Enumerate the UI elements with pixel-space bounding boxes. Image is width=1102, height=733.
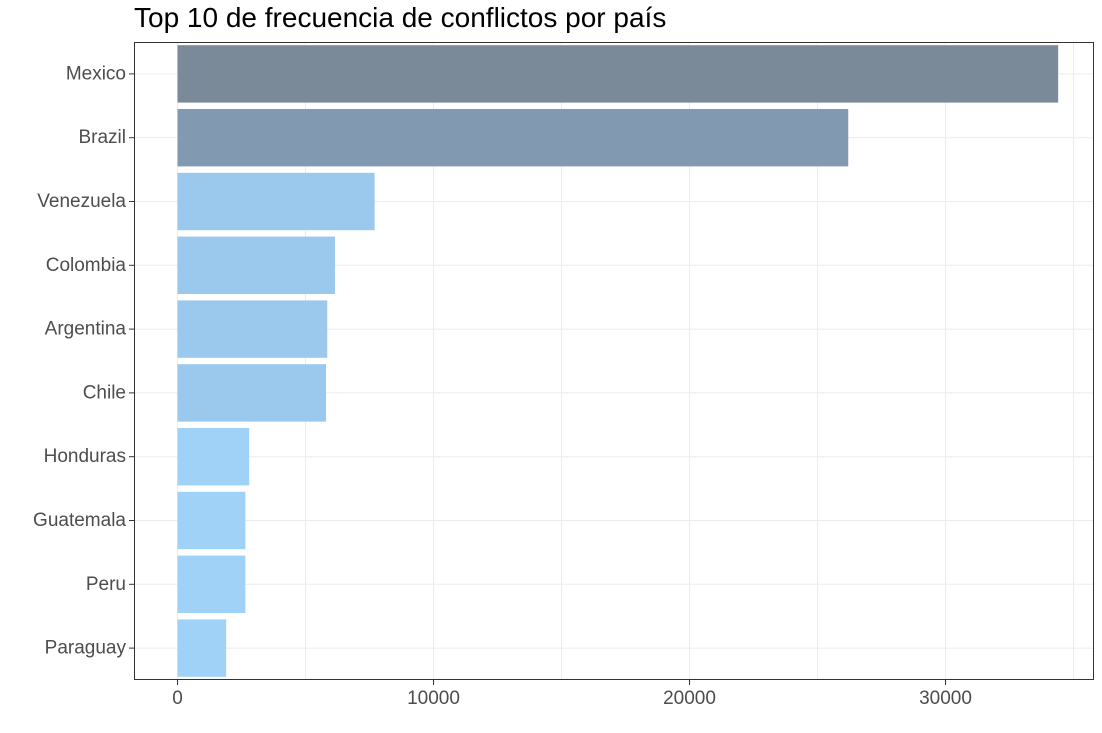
y-tick-label: Colombia — [46, 255, 127, 276]
y-tick-label: Chile — [83, 382, 126, 403]
bar-chile — [177, 364, 326, 422]
y-tick-label: Brazil — [78, 127, 126, 148]
x-axis-ticks: 0 10000 20000 30000 — [172, 680, 972, 709]
y-tick-label: Guatemala — [33, 510, 126, 531]
bar-guatemala — [177, 491, 246, 550]
x-tick-label: 10000 — [407, 688, 460, 709]
y-tick-label: Argentina — [45, 319, 127, 340]
y-tick-label: Venezuela — [37, 191, 126, 212]
chart-title: Top 10 de frecuencia de conflictos por p… — [134, 2, 667, 33]
bar-brazil — [177, 108, 849, 167]
bar-honduras — [177, 427, 250, 486]
plot-panel-border — [134, 42, 1094, 680]
y-axis-ticks: Mexico Brazil Venezuela Colombia Argentina Ch… — [33, 63, 134, 659]
bar-venezuela — [177, 172, 375, 231]
bar-peru — [177, 555, 246, 614]
bar-argentina — [177, 300, 328, 358]
bar-colombia — [177, 236, 335, 295]
x-tick-label: 30000 — [919, 688, 972, 709]
y-tick-label: Paraguay — [45, 638, 127, 659]
x-tick-label: 20000 — [663, 688, 716, 709]
bar-mexico — [177, 45, 1059, 103]
y-tick-label: Honduras — [44, 446, 126, 467]
x-tick-label: 0 — [172, 688, 183, 709]
y-tick-label: Mexico — [66, 63, 126, 84]
y-tick-label: Peru — [86, 574, 126, 595]
bar-paraguay — [177, 619, 227, 677]
bars — [177, 45, 1059, 677]
